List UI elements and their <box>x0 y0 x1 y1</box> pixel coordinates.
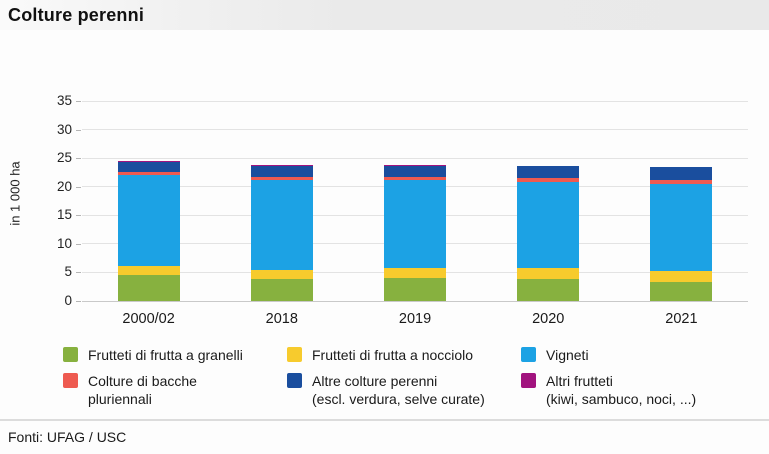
segment <box>384 180 446 268</box>
legend-swatch-bacche <box>63 373 78 388</box>
segment <box>517 177 580 182</box>
ytick-mark-30 <box>76 129 81 131</box>
xtick-label-2000/02: 2000/02 <box>122 311 175 327</box>
ytick-mark-0 <box>76 301 81 302</box>
segment <box>517 166 580 178</box>
gridline-0 <box>82 300 748 302</box>
segment <box>384 165 446 166</box>
segment <box>250 165 313 166</box>
bar-slot-2000/02 <box>82 101 215 301</box>
segment <box>117 162 180 173</box>
ytick-label-35: 35 <box>56 93 72 108</box>
legend-swatch-nocciolo <box>287 347 302 362</box>
ytick-label-25: 25 <box>56 150 72 166</box>
ytick-label-5: 5 <box>64 264 72 280</box>
xtick-label-2021: 2021 <box>665 311 698 327</box>
header-band <box>0 0 769 30</box>
segment <box>250 269 313 279</box>
legend-item-nocciolo: Frutteti di frutta a nocciolo <box>287 346 521 364</box>
legend-label-vigneti: Vigneti <box>546 347 589 363</box>
ytick-mark-5 <box>76 272 81 274</box>
bar-2020 <box>517 165 580 301</box>
segment <box>384 278 446 301</box>
segment <box>250 177 313 181</box>
legend-item-bacche: Colture di bacche pluriennali <box>63 372 287 408</box>
gridline-35 <box>82 100 748 102</box>
bars-container <box>82 101 748 301</box>
segment <box>117 274 180 301</box>
legend-label-bacche: Colture di bacche pluriennali <box>88 373 197 407</box>
segment <box>650 167 713 181</box>
bar-slot-2018 <box>215 101 348 301</box>
ytick-mark-25 <box>76 158 81 160</box>
legend-swatch-altre-colture <box>287 373 302 388</box>
gridline-25 <box>82 157 748 159</box>
x-axis: 2000/02 2018 2019 2020 2021 <box>82 311 748 327</box>
legend-label-altre-colture: Altre colture perenni (escl. verdura, sel… <box>312 373 485 407</box>
bar-slot-2021 <box>615 101 748 301</box>
ytick-label-20: 20 <box>56 178 72 194</box>
legend-item-altri-frutteti: Altri frutteti (kiwi, sambuco, noci, ...) <box>521 372 753 408</box>
segment <box>517 268 580 280</box>
segment <box>650 184 713 271</box>
segment <box>250 165 313 178</box>
segment <box>117 266 180 275</box>
segment <box>650 166 713 168</box>
legend-label-granelli: Frutteti di frutta a granelli <box>88 347 243 363</box>
xtick-label-2018: 2018 <box>265 311 298 327</box>
segment <box>517 181 580 269</box>
bar-2019 <box>384 165 446 301</box>
segment <box>650 281 713 301</box>
ytick-label-30: 30 <box>56 121 72 137</box>
xtick-label-2019: 2019 <box>398 311 432 327</box>
legend-item-altre-colture: Altre colture perenni (escl. verdura, sel… <box>287 372 521 408</box>
legend: Frutteti di frutta a granelli Frutteti di… <box>63 346 753 408</box>
ytick-mark-35 <box>76 101 81 102</box>
footer-divider <box>0 419 769 421</box>
xtick-label-2020: 2020 <box>532 311 565 327</box>
page-title: Colture perenni <box>8 5 145 25</box>
ytick-label-0: 0 <box>64 293 72 308</box>
bar-2018 <box>250 165 313 301</box>
bar-2021 <box>650 166 713 301</box>
ytick-mark-10 <box>76 243 81 245</box>
segment <box>250 278 313 301</box>
ytick-mark-15 <box>76 215 81 217</box>
plot-area <box>82 100 748 302</box>
ytick-label-10: 10 <box>56 235 72 251</box>
segment <box>517 279 580 301</box>
legend-item-granelli: Frutteti di frutta a granelli <box>63 346 287 364</box>
source-note: Fonti: UFAG / USC <box>8 429 127 445</box>
legend-swatch-granelli <box>63 347 78 362</box>
legend-item-vigneti: Vigneti <box>521 346 753 364</box>
y-axis-label: in 1 000 ha <box>7 161 23 226</box>
gridline-30 <box>82 129 748 131</box>
segment <box>117 174 180 267</box>
segment <box>117 161 180 163</box>
segment <box>384 177 446 181</box>
segment <box>650 270 713 282</box>
segment <box>250 180 313 270</box>
segment <box>117 172 180 175</box>
segment <box>650 180 713 185</box>
legend-swatch-vigneti <box>521 347 536 362</box>
chart-panel: in 1 000 ha 0 5 10 15 20 25 30 35 2000/02 2018 20… <box>0 36 769 408</box>
segment <box>517 165 580 167</box>
ytick-label-15: 15 <box>56 207 72 223</box>
legend-label-nocciolo: Frutteti di frutta a nocciolo <box>312 347 474 363</box>
bar-2000/02 <box>117 161 180 301</box>
bar-slot-2019 <box>348 101 481 301</box>
segment <box>384 267 446 279</box>
legend-swatch-altri-frutteti <box>521 373 536 388</box>
bar-slot-2020 <box>482 101 615 301</box>
segment <box>384 165 446 178</box>
ytick-mark-20 <box>76 186 81 188</box>
legend-label-altri-frutteti: Altri frutteti (kiwi, sambuco, noci, ...) <box>546 373 697 407</box>
